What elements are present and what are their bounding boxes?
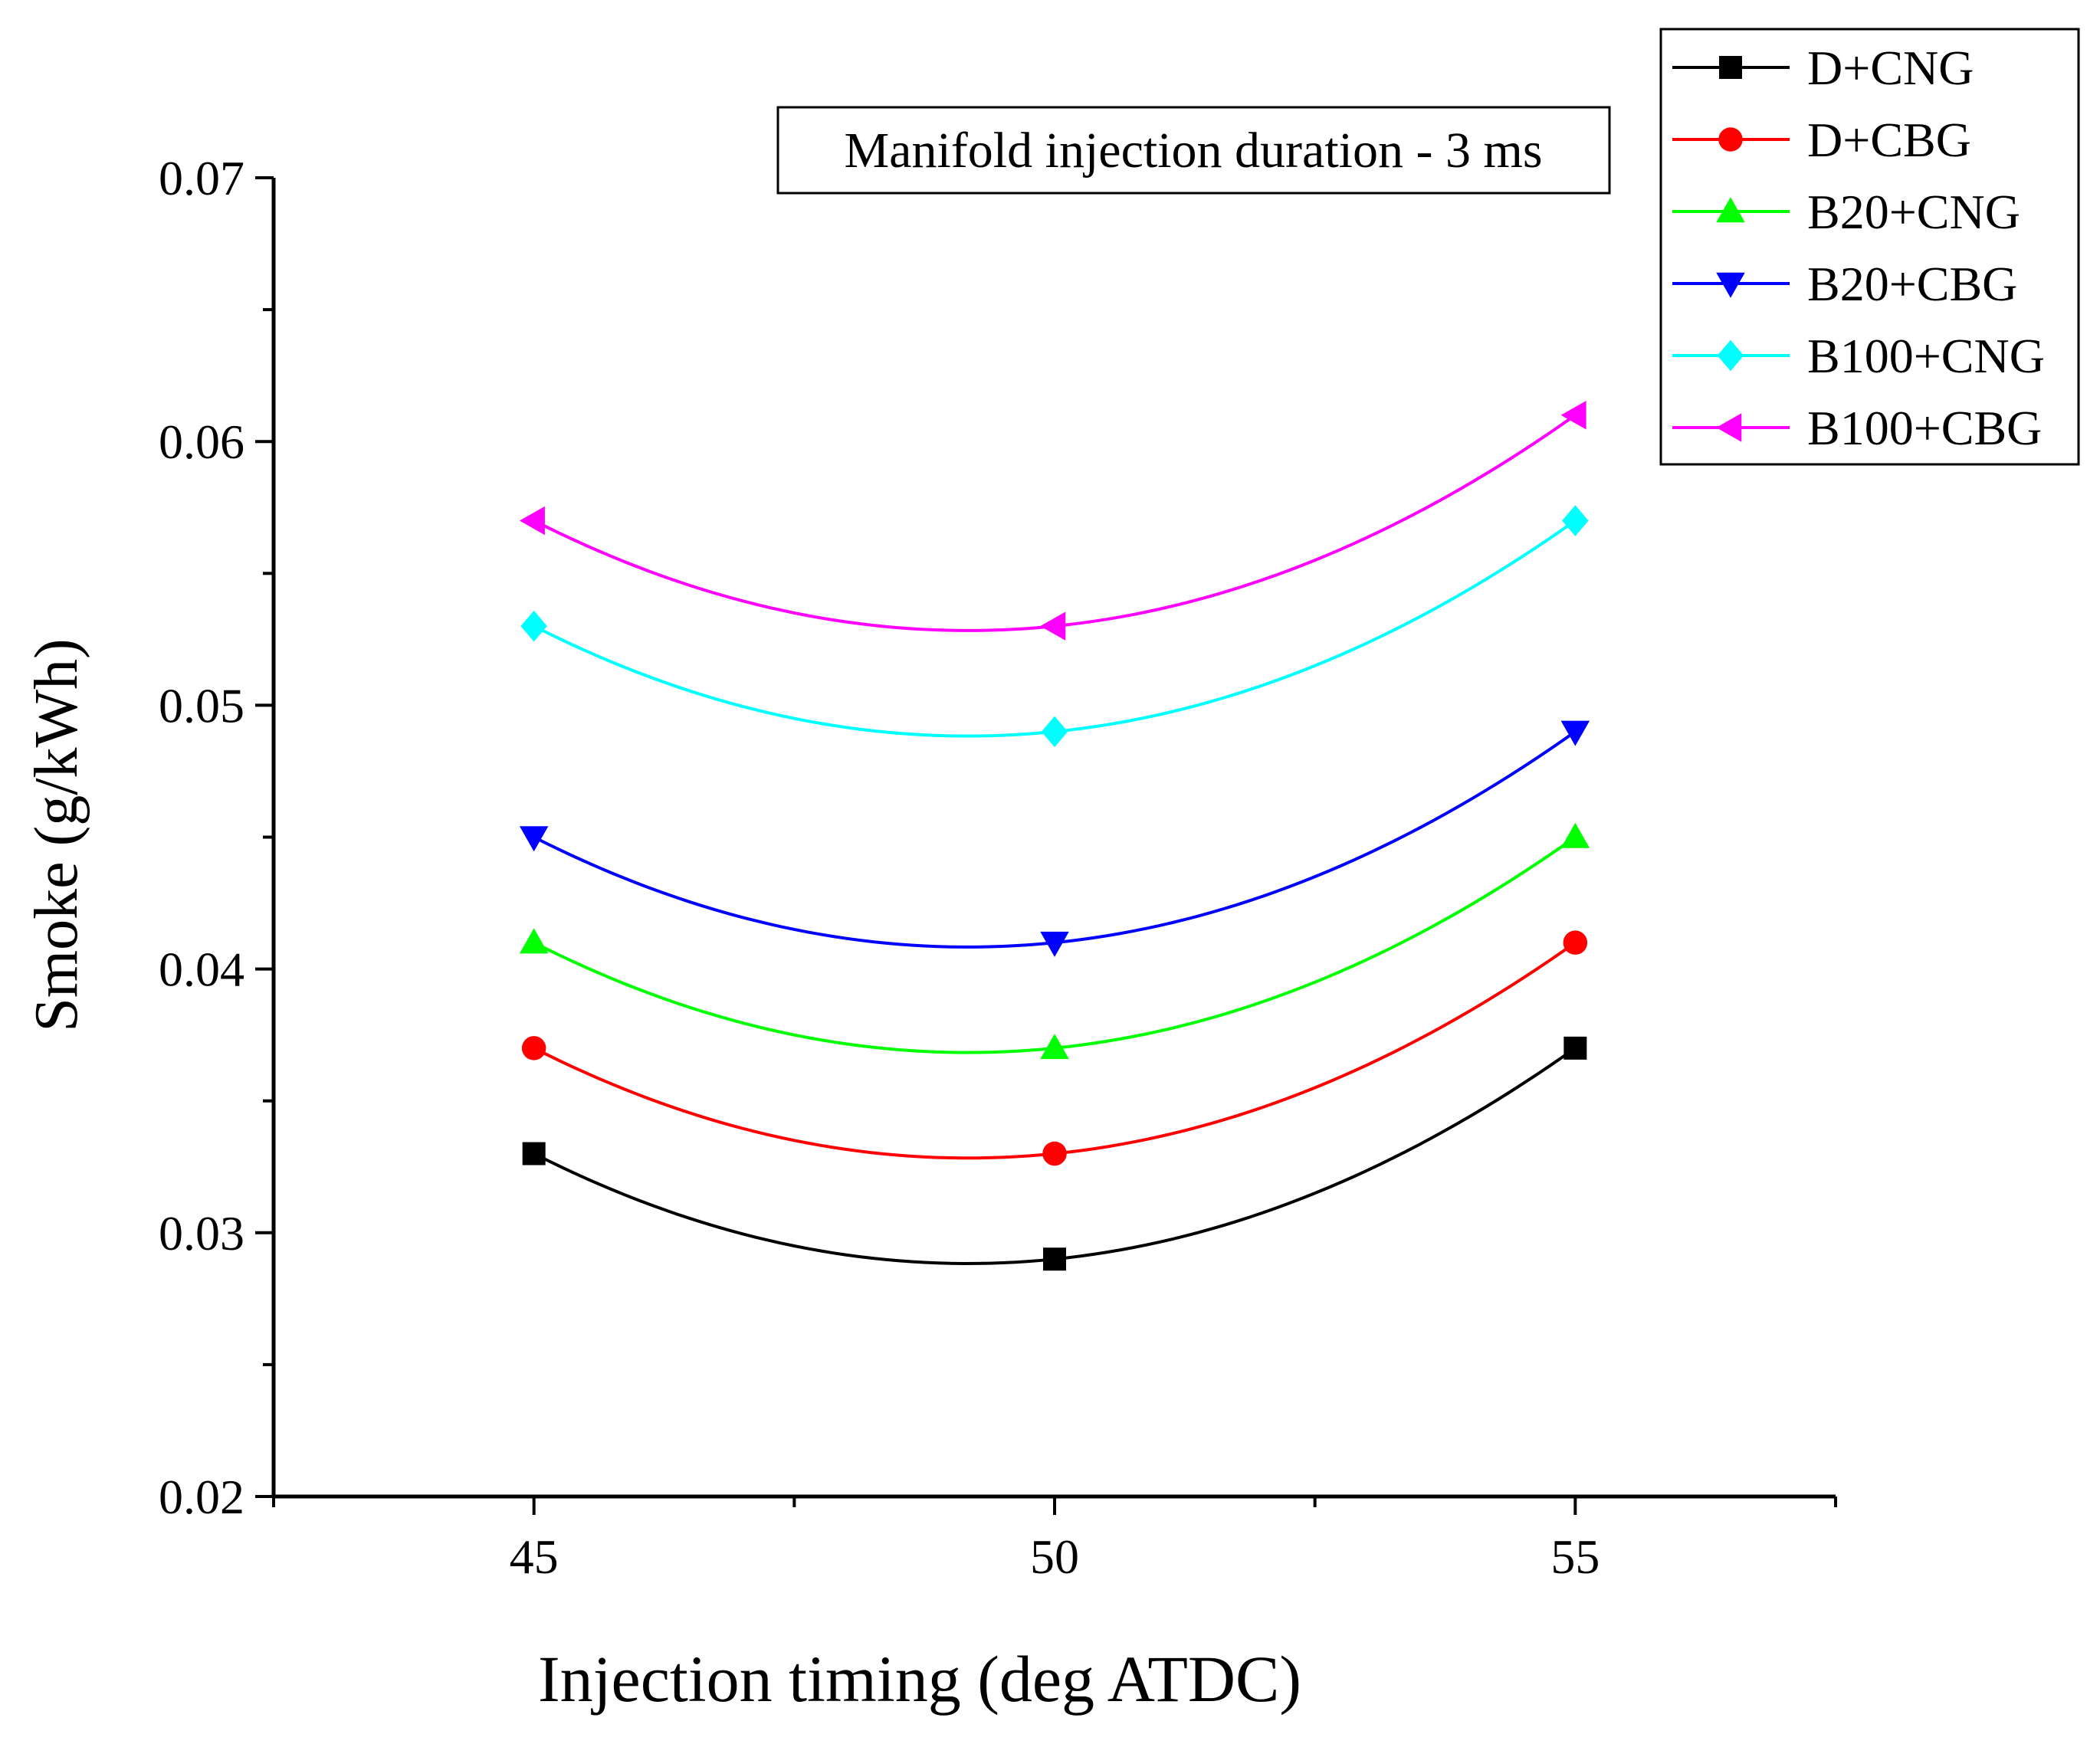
data-point [1562, 505, 1589, 536]
annotation-text: Manifold injection duration - 3 ms [844, 123, 1542, 179]
legend-label: B100+CNG [1807, 329, 2045, 383]
legend-label: D+CBG [1807, 113, 1971, 167]
y-tick-label: 0.06 [159, 415, 244, 469]
data-point [519, 928, 549, 954]
legend-item: B20+CNG [1672, 185, 2020, 239]
series-b20-cbg [519, 720, 1590, 957]
series-b100-cng [520, 505, 1589, 748]
data-point [522, 1142, 546, 1165]
data-point [1564, 1036, 1587, 1060]
legend: D+CNG D+CBG B20+CNG B20+CBG B100+CNG B100+CBG [1659, 28, 2080, 466]
data-point [521, 1036, 546, 1060]
data-point [1043, 1247, 1066, 1271]
legend-marker [1718, 127, 1743, 152]
series-b20-cng [519, 822, 1590, 1060]
legend-label: B100+CBG [1807, 401, 2042, 455]
x-tick-label: 50 [1030, 1529, 1079, 1584]
legend-marker [1716, 413, 1742, 442]
legend-marker [1717, 339, 1744, 372]
data-point [1560, 401, 1586, 430]
y-ticks: 0.02 0.03 0.04 0.05 0.06 0.07 [159, 151, 274, 1524]
legend-item: D+CNG [1672, 41, 1974, 95]
data-point [1563, 930, 1588, 955]
legend-item: B100+CNG [1672, 329, 2045, 383]
series-d-cng [522, 1036, 1587, 1271]
legend-marker [1719, 56, 1742, 79]
legend-marker [1716, 197, 1745, 223]
annotation: Manifold injection duration - 3 ms [776, 106, 1611, 195]
data-point [1040, 1034, 1069, 1060]
x-axis-title: Injection timing (deg ATDC) [538, 1642, 1301, 1716]
legend-item: B20+CBG [1672, 257, 2017, 311]
data-point [520, 610, 547, 642]
data-point [1041, 716, 1068, 748]
data-point [1040, 931, 1069, 957]
y-tick-label: 0.03 [159, 1206, 244, 1260]
y-tick-label: 0.02 [159, 1470, 244, 1524]
annotation-box [776, 106, 1611, 195]
y-tick-label: 0.05 [159, 678, 244, 733]
legend-items: D+CNG D+CBG B20+CNG B20+CBG B100+CNG B100+CBG [1672, 41, 2045, 455]
axes: 0.02 0.03 0.04 0.05 0.06 0.07 45 50 55 [159, 151, 1837, 1584]
legend-label: B20+CBG [1807, 257, 2017, 311]
legend-box [1659, 28, 2080, 466]
y-axis-title: Smoke (g/kWh) [23, 638, 90, 1031]
data-point [1042, 1141, 1067, 1166]
series-d-cbg [521, 930, 1588, 1166]
legend-label: B20+CNG [1807, 185, 2020, 239]
data-point [519, 826, 549, 852]
series-layer [519, 401, 1590, 1271]
x-tick-label: 45 [510, 1529, 559, 1584]
y-tick-label: 0.04 [159, 942, 244, 997]
legend-item: D+CBG [1672, 113, 1971, 167]
x-tick-label: 55 [1550, 1529, 1600, 1584]
series-b100-cbg [519, 401, 1586, 641]
data-point [1560, 720, 1590, 746]
legend-item: B100+CBG [1672, 401, 2042, 455]
data-point [1040, 611, 1066, 641]
legend-label: D+CNG [1807, 41, 1974, 95]
data-point [519, 506, 545, 536]
y-tick-label: 0.07 [159, 151, 244, 205]
data-point [1560, 822, 1590, 848]
x-ticks: 45 50 55 [272, 1496, 1837, 1584]
legend-marker [1716, 272, 1745, 298]
